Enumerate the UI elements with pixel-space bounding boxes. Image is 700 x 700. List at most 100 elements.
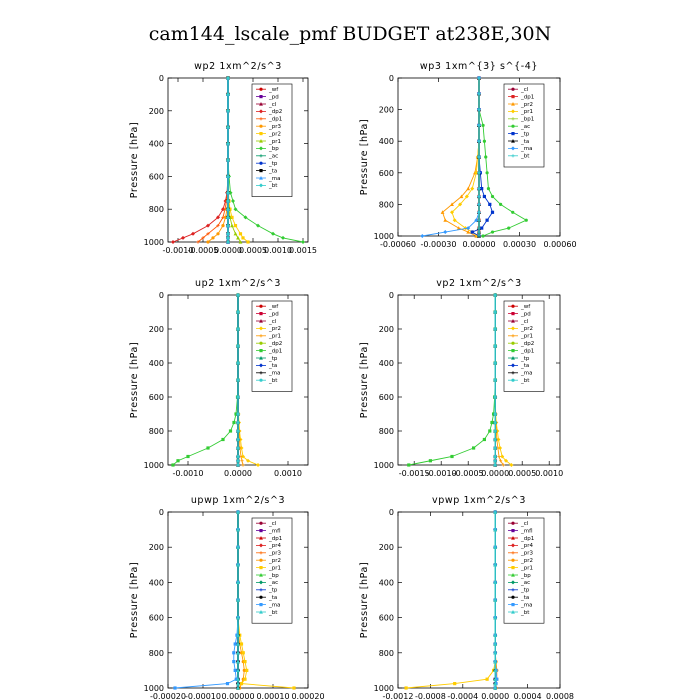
data-point <box>501 463 505 467</box>
legend-marker <box>511 536 515 540</box>
data-point <box>470 230 474 234</box>
data-point <box>243 660 247 664</box>
legend-label: _cl <box>520 319 529 325</box>
x-tick-label: -0.0010 <box>173 469 204 478</box>
data-point <box>485 677 489 681</box>
legend-marker <box>259 363 263 368</box>
legend-label: _bt <box>520 610 530 616</box>
data-point <box>206 223 210 228</box>
legend-label: _bt <box>268 378 278 384</box>
data-point <box>407 463 411 467</box>
data-point <box>216 232 220 236</box>
data-point <box>477 123 481 127</box>
legend-marker <box>259 529 263 533</box>
legend-label: _pr4 <box>268 543 282 549</box>
data-point <box>221 437 225 442</box>
legend-label: _pr1 <box>520 334 533 340</box>
legend: _cl_mfl_dp1_pr4_pr3_pr2_pr1_bp_ac_tp_ta_… <box>251 517 293 624</box>
data-point <box>477 187 481 191</box>
panel-title: up2 1xm^2/s^3 <box>195 278 281 289</box>
data-point <box>443 218 448 222</box>
legend-label: _dp1 <box>268 117 282 123</box>
data-point <box>206 232 210 236</box>
legend-label: _tp <box>268 161 278 167</box>
legend-label: _ac <box>268 154 278 160</box>
legend-label: _tp <box>520 356 530 362</box>
y-tick-label: 600 <box>379 614 394 623</box>
y-tick-label: 200 <box>379 325 394 334</box>
legend-label: _cl <box>268 521 277 527</box>
x-tick-label: 0.00000 <box>462 240 495 249</box>
data-point <box>493 598 498 602</box>
panel-3: vp2 1xm^2/s^3 Pressure [hPa] 0 200 400 600 800… <box>359 278 563 478</box>
legend-label: _mfl <box>268 528 281 534</box>
legend-label: _wf <box>520 304 531 310</box>
data-point <box>246 240 250 244</box>
legend-marker <box>511 610 515 614</box>
y-tick-label: 0 <box>389 74 394 83</box>
data-point <box>236 293 240 297</box>
legend-marker <box>259 102 263 106</box>
legend-marker <box>511 304 515 308</box>
data-point <box>493 650 498 655</box>
panel-5: vpwp 1xm^2/s^3 Pressure [hPa] 0 200 400 600 80… <box>359 495 574 700</box>
data-point <box>226 240 230 244</box>
data-point <box>236 580 240 584</box>
data-point <box>236 650 240 655</box>
y-tick-label: 800 <box>149 649 164 658</box>
data-point <box>234 677 238 681</box>
legend-label: _dp2 <box>268 109 282 115</box>
data-point <box>232 420 236 425</box>
legend-label: _wf <box>268 304 279 310</box>
legend-marker <box>259 169 263 173</box>
y-tick-label: 1000 <box>144 238 164 247</box>
data-point <box>226 108 230 113</box>
x-tick-label: 0.0000 <box>224 469 252 478</box>
data-point <box>236 562 240 567</box>
data-point <box>233 668 237 672</box>
legend-label: _pr1 <box>268 565 281 571</box>
data-point <box>243 215 248 220</box>
legend: _cl_mfl_dp1_pr4_pr3_pr2_pr1_bp_ac_tp_ta_… <box>503 517 545 624</box>
data-point <box>477 218 481 222</box>
legend-marker <box>511 87 515 91</box>
legend-label: _bt <box>520 378 530 384</box>
data-point <box>477 76 481 80</box>
legend-marker <box>259 543 263 548</box>
data-point <box>493 327 497 331</box>
legend-label: _dp1 <box>520 536 534 542</box>
panel-2: up2 1xm^2/s^3 Pressure [hPa] 0 200 400 600 800… <box>129 278 309 478</box>
data-point <box>470 186 475 191</box>
y-tick-label: 800 <box>149 427 164 436</box>
legend-marker <box>259 334 263 338</box>
legend-marker <box>511 326 515 331</box>
x-tick-label: -0.0012 <box>383 692 414 700</box>
data-point <box>236 527 240 532</box>
data-point <box>236 454 240 459</box>
legend-box <box>503 300 545 392</box>
y-tick-label: 0 <box>389 291 394 300</box>
legend-label: _pr1 <box>520 109 533 115</box>
legend-label: _bp <box>520 573 531 579</box>
data-point <box>477 194 481 199</box>
data-point <box>504 458 508 463</box>
data-point <box>236 463 240 467</box>
data-point <box>176 459 180 463</box>
data-point <box>171 463 175 467</box>
legend-marker <box>259 304 263 308</box>
legend-label: _bp1 <box>520 117 534 123</box>
data-point <box>238 232 243 236</box>
data-point <box>271 231 275 236</box>
data-point <box>236 446 240 450</box>
data-point <box>472 446 476 450</box>
data-point <box>493 463 497 467</box>
x-tick-label: 0.0008 <box>546 692 574 700</box>
data-point <box>493 580 498 584</box>
data-point <box>236 677 240 681</box>
legend-label: _pr1 <box>268 139 281 145</box>
data-point <box>236 668 240 672</box>
data-point <box>181 235 185 240</box>
y-tick-label: 400 <box>149 140 164 149</box>
y-tick-label: 400 <box>379 137 394 146</box>
x-tick-label: -0.00010 <box>185 692 221 700</box>
